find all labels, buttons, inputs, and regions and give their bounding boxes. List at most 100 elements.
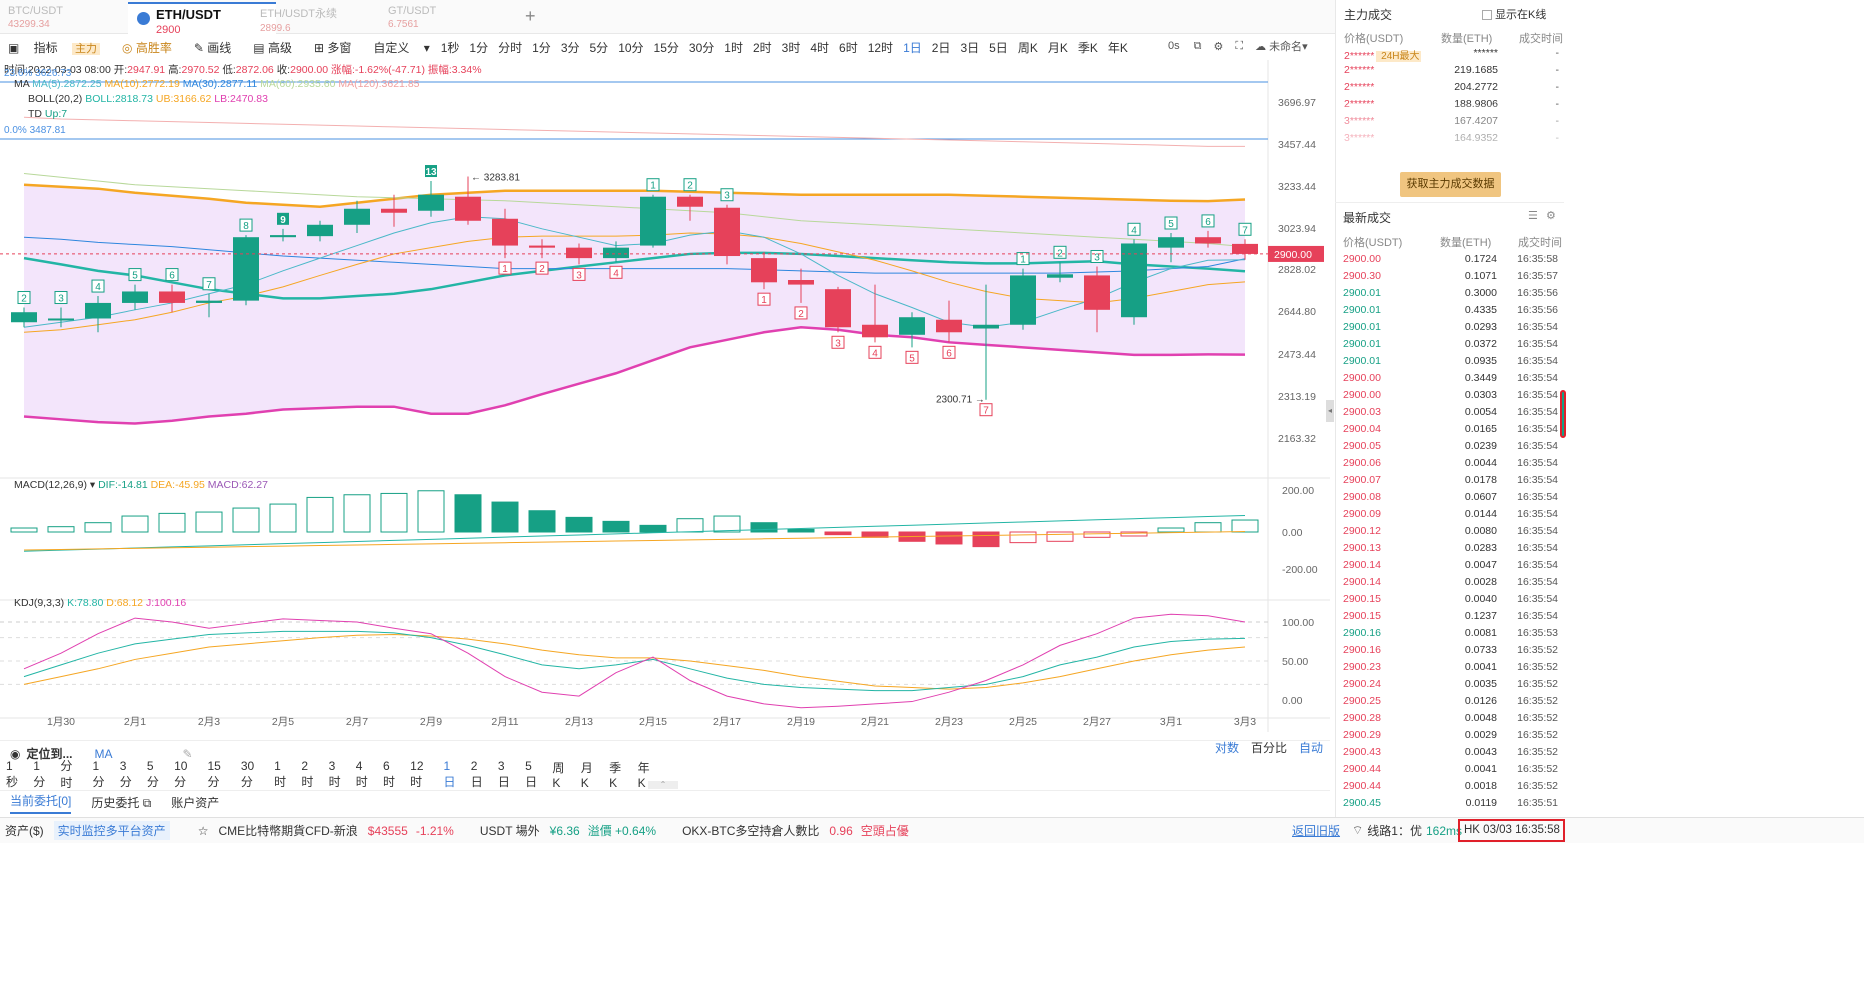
interval-9[interactable]: 1时 [274, 758, 287, 789]
interval-16[interactable]: 2日 [470, 758, 483, 789]
interval-4[interactable]: 3分 [560, 40, 580, 55]
interval-17[interactable]: 3日 [497, 758, 510, 789]
dif-line [23, 514, 1246, 552]
trade-qty: 0.0054 [1464, 406, 1497, 418]
interval-15[interactable]: 1日 [903, 40, 922, 55]
main-force-badge[interactable]: 主力 [72, 42, 101, 55]
ma-toggle[interactable]: MA [94, 746, 113, 761]
interval-3[interactable]: 1分 [92, 758, 105, 789]
interval-1[interactable]: 1分 [33, 758, 46, 789]
interval-18[interactable]: 5日 [525, 758, 538, 789]
interval-0[interactable]: 1秒 [6, 758, 19, 789]
interval-0[interactable]: 1秒 [440, 40, 460, 55]
macd-bar [1083, 531, 1111, 538]
draw-line-button[interactable]: ✎ 画线 [193, 40, 232, 55]
layout-name[interactable]: 未命名 [1269, 41, 1303, 53]
line-label[interactable]: 线路1：优 [1367, 824, 1422, 838]
multi-window-button[interactable]: ⊞ 多窗 [313, 40, 352, 55]
interval-4[interactable]: 3分 [119, 758, 132, 789]
interval-19[interactable]: 周K [552, 760, 565, 790]
price-axis-tick: 3023.94 [1278, 223, 1316, 235]
show-on-k-toggle[interactable]: 显示在K线 [1482, 6, 1546, 22]
interval-8[interactable]: 30分 [240, 758, 255, 789]
trade-row: 2900.03 0.0054 16:35:54 [1343, 406, 1558, 423]
trade-time: 16:35:54 [1517, 406, 1558, 418]
settings-icon[interactable]: ⚙ [1546, 210, 1556, 222]
percent-scale-button[interactable]: 百分比 [1251, 741, 1288, 755]
tab-history-orders[interactable]: 历史委托 ⧉ [91, 796, 152, 810]
tab-gt[interactable]: GT/USDT 6.7561 [380, 2, 528, 34]
interval-5[interactable]: 5分 [589, 40, 609, 55]
collapse-panel-icon[interactable]: ◂ [1326, 400, 1334, 422]
interval-12[interactable]: 4时 [810, 40, 830, 55]
interval-11[interactable]: 3时 [328, 758, 341, 789]
interval-22[interactable]: 年K [1107, 40, 1128, 55]
custom-dropdown[interactable]: 自定义 ▾ [373, 40, 430, 55]
trade-qty: 0.0283 [1464, 542, 1497, 554]
interval-17[interactable]: 3日 [960, 40, 980, 55]
interval-12[interactable]: 4时 [355, 758, 368, 789]
indicator-button[interactable]: ▣ 指标 主力 [8, 39, 111, 56]
trade-time: 16:35:52 [1517, 763, 1558, 775]
date-axis-tick: 2月11 [491, 716, 518, 728]
trade-row: 2900.29 0.0029 16:35:52 [1343, 729, 1558, 746]
interval-3[interactable]: 1分 [532, 40, 551, 55]
interval-13[interactable]: 6时 [839, 40, 858, 55]
interval-20[interactable]: 月K [580, 760, 593, 790]
interval-2[interactable]: 分时 [498, 40, 523, 55]
interval-7[interactable]: 15分 [207, 758, 221, 789]
tab-current-orders[interactable]: 当前委托[0] [10, 792, 72, 814]
interval-10[interactable]: 2时 [752, 40, 772, 55]
interval-18[interactable]: 5日 [989, 40, 1008, 55]
monitor-assets-button[interactable]: 实时监控多平台资产 [53, 821, 170, 840]
trade-price: 2900.01 [1343, 287, 1381, 299]
checkbox-icon[interactable] [1482, 10, 1492, 21]
tab-btc[interactable]: BTC/USDT 43299.34 [0, 2, 148, 34]
auto-scale-button[interactable]: 自动 [1299, 741, 1324, 755]
interval-11[interactable]: 3时 [781, 40, 801, 55]
interval-6[interactable]: 10分 [174, 758, 188, 789]
trade-price: 2900.07 [1343, 474, 1381, 486]
interval-22[interactable]: 年K [637, 760, 650, 790]
interval-10[interactable]: 2时 [301, 758, 314, 789]
kline-chart[interactable]: 2 3 4 5 6 7 8 9 13 1 2 3 4 1 2 3 1 2 3 4 5 6 7 1 2 3 4 5 6 7 ← 3283.81… [0, 60, 1330, 740]
pin-icon[interactable]: ☆ [197, 823, 209, 838]
advanced-button[interactable]: ▤ 高级 [253, 40, 292, 55]
interval-8[interactable]: 30分 [688, 40, 715, 55]
td-label: 2 [1057, 248, 1063, 259]
fetch-main-trades-button[interactable]: 获取主力成交数据 [1400, 172, 1501, 197]
tab-eth-perp[interactable]: ETH/USDT永续 2899.6 [252, 2, 400, 34]
interval-21[interactable]: 季K [609, 760, 622, 790]
log-scale-button[interactable]: 对数 [1215, 741, 1240, 755]
interval-5[interactable]: 5分 [146, 758, 159, 789]
interval-14[interactable]: 12时 [410, 758, 424, 789]
trade-price: 2900.43 [1343, 746, 1381, 758]
fullscreen-icon[interactable]: ⛶ [1235, 39, 1244, 52]
list-view-icon[interactable]: ☰ [1528, 210, 1538, 222]
cloud-icon[interactable]: ☁ [1255, 40, 1267, 53]
collapse-handle-icon[interactable]: ⌃ [648, 781, 678, 789]
scrollbar-thumb[interactable] [1560, 390, 1566, 438]
td-label: 4 [95, 282, 101, 293]
back-old-version-link[interactable]: 返回旧版 [1292, 824, 1341, 838]
edit-icon[interactable]: ✎ [182, 746, 193, 761]
interval-6[interactable]: 10分 [618, 40, 644, 55]
interval-15[interactable]: 1日 [443, 758, 456, 789]
interval-14[interactable]: 12时 [867, 40, 894, 55]
interval-2[interactable]: 分时 [60, 759, 73, 790]
interval-16[interactable]: 2日 [931, 40, 951, 55]
locate-button[interactable]: 定位到... [26, 747, 73, 761]
settings-icon[interactable]: ⚙ [1213, 40, 1224, 53]
interval-21[interactable]: 季K [1077, 40, 1098, 55]
interval-1[interactable]: 1分 [469, 40, 489, 55]
interval-7[interactable]: 15分 [653, 40, 679, 55]
high-winrate-button[interactable]: ◎ 高胜率 [122, 40, 172, 55]
add-tab-icon[interactable]: + [525, 6, 536, 26]
tab-account-assets[interactable]: 账户资产 [171, 796, 220, 810]
interval-13[interactable]: 6时 [382, 758, 395, 789]
interval-19[interactable]: 周K [1017, 40, 1038, 55]
tab-eth[interactable]: ETH/USDT 2900 [128, 2, 276, 36]
interval-9[interactable]: 1时 [724, 40, 743, 55]
interval-20[interactable]: 月K [1047, 40, 1068, 55]
screenshot-icon[interactable]: ⧉ [1193, 39, 1202, 52]
